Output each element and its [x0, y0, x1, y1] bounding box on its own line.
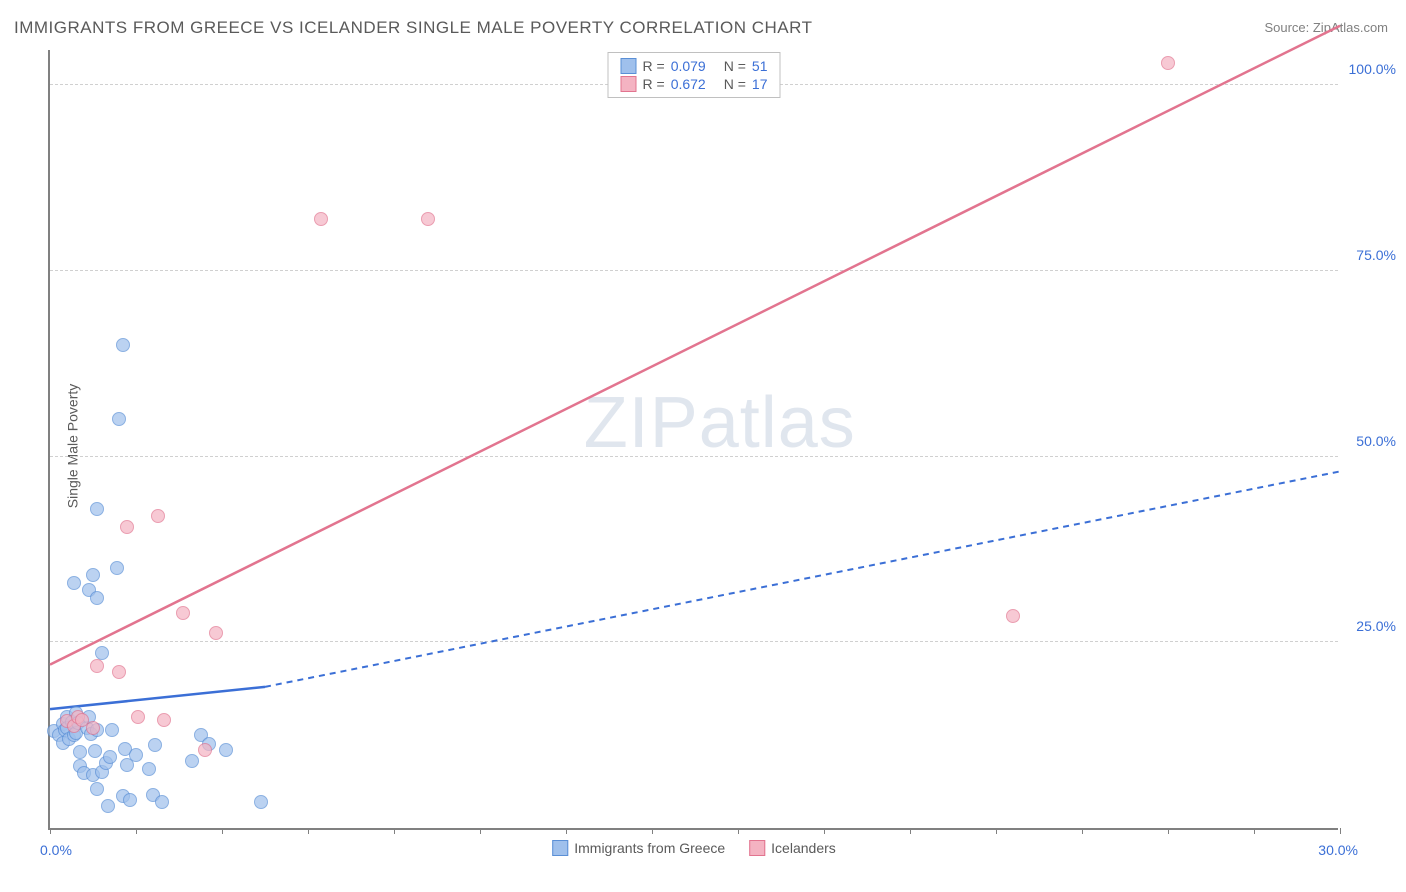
- legend-swatch: [749, 840, 765, 856]
- data-point: [1006, 609, 1020, 623]
- data-point: [86, 721, 100, 735]
- n-label: N =: [724, 58, 746, 74]
- x-tick: [824, 828, 825, 834]
- data-point: [90, 782, 104, 796]
- data-point: [129, 748, 143, 762]
- legend-stats: R = 0.079 N = 51 R = 0.672 N = 17: [608, 52, 781, 98]
- data-point: [185, 754, 199, 768]
- data-point: [88, 744, 102, 758]
- trendline-dashed: [265, 471, 1340, 686]
- data-point: [157, 713, 171, 727]
- data-point: [90, 502, 104, 516]
- data-point: [219, 743, 233, 757]
- x-tick: [222, 828, 223, 834]
- data-point: [142, 762, 156, 776]
- x-tick: [394, 828, 395, 834]
- legend-series-item: Icelanders: [749, 840, 836, 856]
- x-axis-min-label: 0.0%: [40, 842, 72, 858]
- x-tick: [1082, 828, 1083, 834]
- data-point: [120, 520, 134, 534]
- data-point: [314, 212, 328, 226]
- data-point: [90, 659, 104, 673]
- legend-series-label: Icelanders: [771, 840, 836, 856]
- data-point: [176, 606, 190, 620]
- data-point: [101, 799, 115, 813]
- x-tick: [566, 828, 567, 834]
- data-point: [67, 576, 81, 590]
- legend-swatch: [621, 58, 637, 74]
- legend-stats-row: R = 0.672 N = 17: [621, 75, 768, 93]
- data-point: [90, 591, 104, 605]
- r-value: 0.079: [671, 58, 706, 74]
- trendline-layer: [50, 48, 1340, 828]
- x-tick: [1340, 828, 1341, 834]
- data-point: [123, 793, 137, 807]
- x-tick: [1168, 828, 1169, 834]
- legend-series-item: Immigrants from Greece: [552, 840, 725, 856]
- y-tick-label: 25.0%: [1356, 618, 1396, 634]
- chart-title: IMMIGRANTS FROM GREECE VS ICELANDER SING…: [14, 18, 813, 38]
- data-point: [103, 750, 117, 764]
- x-tick: [50, 828, 51, 834]
- n-value: 51: [752, 58, 768, 74]
- data-point: [73, 745, 87, 759]
- data-point: [112, 665, 126, 679]
- x-tick: [996, 828, 997, 834]
- y-tick-label: 75.0%: [1356, 247, 1396, 263]
- data-point: [148, 738, 162, 752]
- y-tick-label: 100.0%: [1349, 61, 1396, 77]
- data-point: [116, 338, 130, 352]
- x-axis-max-label: 30.0%: [1318, 842, 1358, 858]
- x-tick: [308, 828, 309, 834]
- data-point: [105, 723, 119, 737]
- r-label: R =: [643, 58, 665, 74]
- chart-container: IMMIGRANTS FROM GREECE VS ICELANDER SING…: [0, 0, 1406, 892]
- legend-stats-row: R = 0.079 N = 51: [621, 57, 768, 75]
- data-point: [421, 212, 435, 226]
- y-tick-label: 50.0%: [1356, 433, 1396, 449]
- x-tick: [480, 828, 481, 834]
- r-label: R =: [643, 76, 665, 92]
- legend-swatch: [621, 76, 637, 92]
- data-point: [198, 743, 212, 757]
- plot-area: ZIPatlas R =0.079N =51R =0.672N =17 0.0%…: [48, 50, 1338, 830]
- x-tick: [738, 828, 739, 834]
- x-tick: [1254, 828, 1255, 834]
- data-point: [209, 626, 223, 640]
- x-tick: [136, 828, 137, 834]
- data-point: [131, 710, 145, 724]
- data-point: [254, 795, 268, 809]
- data-point: [86, 568, 100, 582]
- x-tick: [652, 828, 653, 834]
- legend-series: Immigrants from Greece Icelanders: [552, 840, 836, 856]
- legend-swatch: [552, 840, 568, 856]
- x-tick: [910, 828, 911, 834]
- trendline-solid: [50, 687, 265, 709]
- n-label: N =: [724, 76, 746, 92]
- legend-series-label: Immigrants from Greece: [574, 840, 725, 856]
- n-value: 17: [752, 76, 768, 92]
- data-point: [112, 412, 126, 426]
- data-point: [110, 561, 124, 575]
- r-value: 0.672: [671, 76, 706, 92]
- data-point: [1161, 56, 1175, 70]
- data-point: [151, 509, 165, 523]
- trendline: [50, 26, 1340, 665]
- data-point: [155, 795, 169, 809]
